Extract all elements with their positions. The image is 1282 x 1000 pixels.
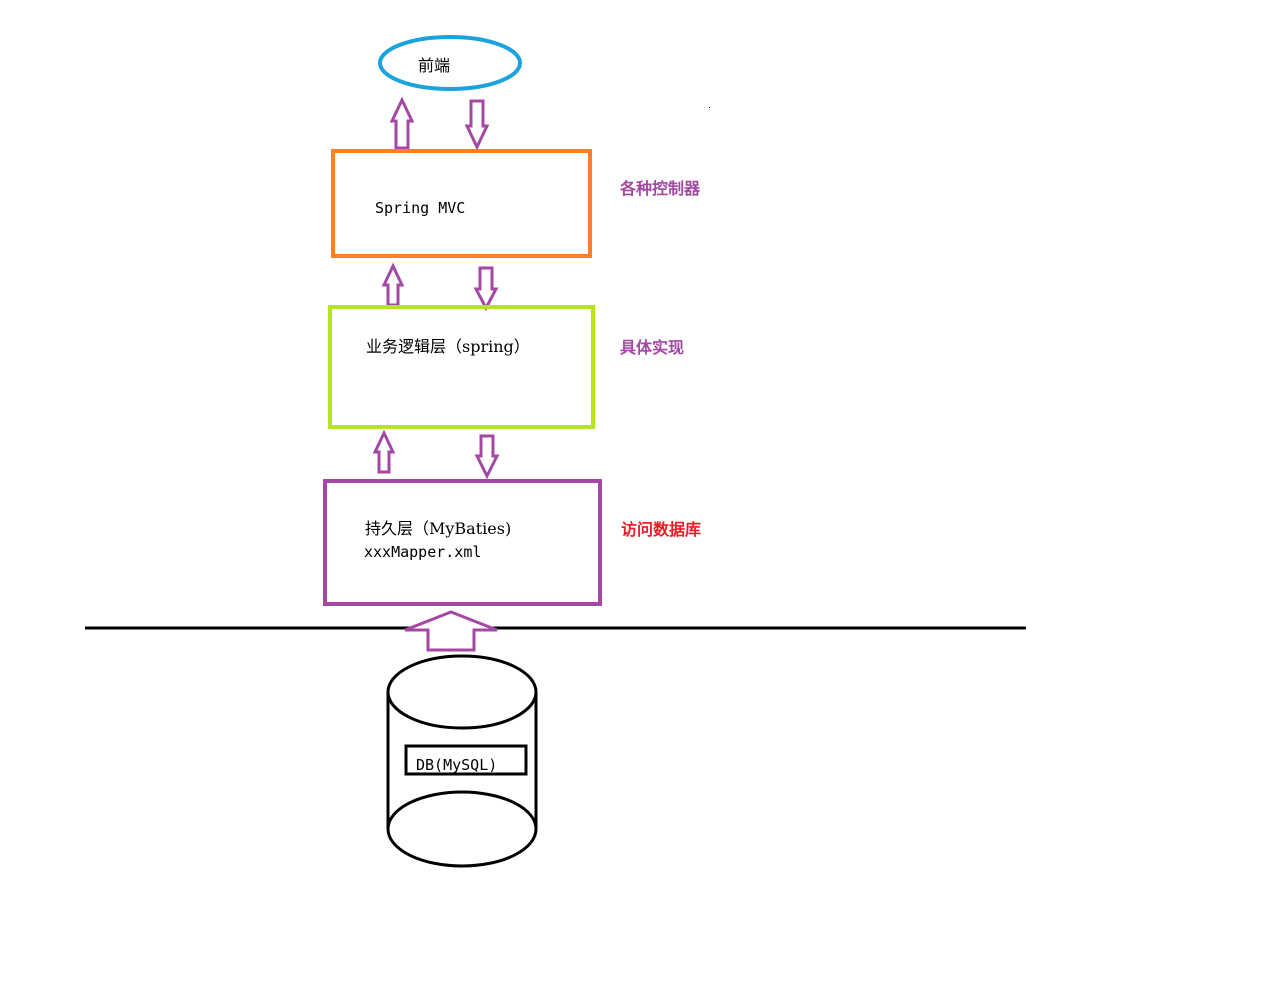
service-persistence-arrows: [372, 429, 500, 480]
database-label-box: [404, 744, 528, 776]
database-body: [386, 692, 538, 829]
frontend-controller-arrows: [389, 96, 490, 151]
up-arrow-icon: [372, 429, 396, 474]
service-layer: 业务逻辑层（spring）: [328, 305, 595, 429]
down-arrow-icon: [474, 434, 500, 480]
down-arrow-icon: [473, 266, 499, 312]
database-top: [386, 654, 538, 730]
controller-note: 各种控制器: [619, 179, 701, 198]
controller-layer: Spring MVC: [331, 149, 592, 258]
persistence-sublabel: xxxMapper.xml: [364, 543, 481, 561]
service-label: 业务逻辑层（spring）: [366, 337, 530, 356]
controller-label: Spring MVC: [375, 199, 465, 217]
persistence-label: 持久层（MyBaties): [365, 519, 511, 538]
frontend-label: 前端: [418, 56, 450, 75]
database-cylinder: DB(MySQL): [386, 654, 538, 868]
up-arrow-icon: [389, 96, 415, 150]
frontend-ellipse: [378, 35, 522, 91]
stray-dot: [709, 107, 710, 108]
up-arrow-icon: [381, 262, 405, 307]
controller-box: [331, 149, 592, 258]
controller-service-arrows: [381, 262, 499, 312]
database-bottom: [386, 790, 538, 868]
up-arrow-icon: [404, 610, 498, 652]
persistence-note: 访问数据库: [621, 520, 701, 539]
service-box: [328, 305, 595, 429]
persistence-box: [323, 479, 602, 606]
service-note: 具体实现: [620, 338, 684, 357]
frontend-node: 前端: [378, 35, 522, 91]
database-label: DB(MySQL): [416, 756, 497, 774]
persistence-layer: 持久层（MyBaties) xxxMapper.xml: [323, 479, 602, 606]
down-arrow-icon: [464, 99, 490, 151]
